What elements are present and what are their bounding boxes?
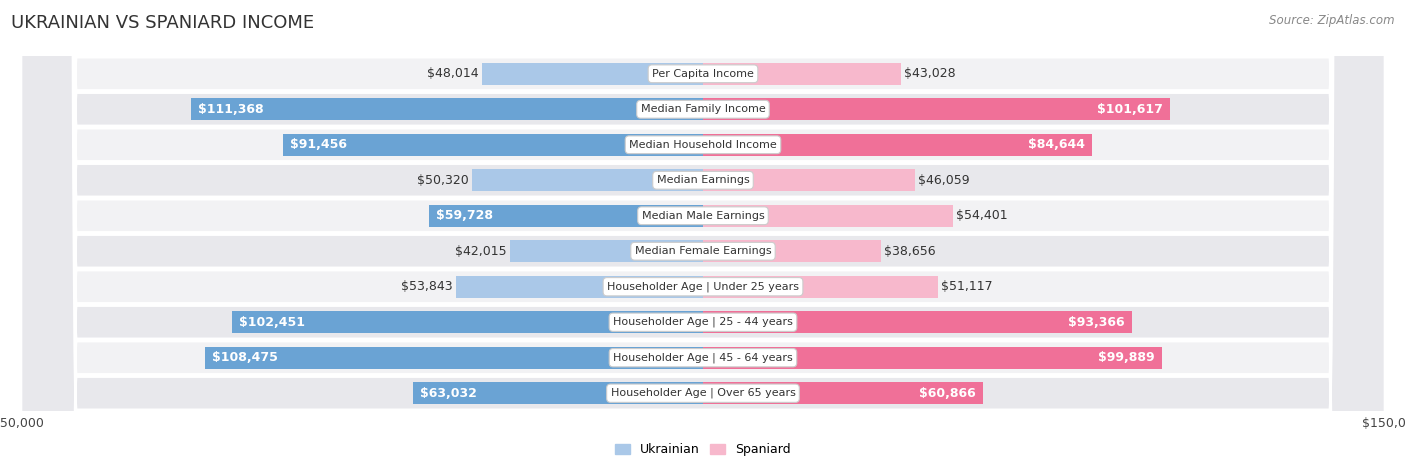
Text: $53,843: $53,843 — [401, 280, 453, 293]
FancyBboxPatch shape — [21, 0, 1385, 467]
Text: $38,656: $38,656 — [884, 245, 935, 258]
Text: Householder Age | Under 25 years: Householder Age | Under 25 years — [607, 282, 799, 292]
Text: $99,889: $99,889 — [1098, 351, 1154, 364]
Bar — [703, 347, 1161, 369]
Bar — [703, 134, 1092, 156]
Text: $50,320: $50,320 — [416, 174, 468, 187]
Text: $46,059: $46,059 — [918, 174, 970, 187]
Text: Source: ZipAtlas.com: Source: ZipAtlas.com — [1270, 14, 1395, 27]
FancyBboxPatch shape — [21, 0, 1385, 467]
FancyBboxPatch shape — [21, 0, 1385, 467]
Text: $60,866: $60,866 — [920, 387, 976, 400]
Bar — [472, 169, 703, 191]
Text: Per Capita Income: Per Capita Income — [652, 69, 754, 79]
Bar — [413, 382, 703, 404]
Text: $48,014: $48,014 — [427, 67, 479, 80]
Text: Median Male Earnings: Median Male Earnings — [641, 211, 765, 221]
Text: Median Female Earnings: Median Female Earnings — [634, 246, 772, 256]
FancyBboxPatch shape — [21, 0, 1385, 467]
FancyBboxPatch shape — [21, 0, 1385, 467]
Bar — [191, 98, 703, 120]
Text: $108,475: $108,475 — [212, 351, 277, 364]
Text: $63,032: $63,032 — [420, 387, 477, 400]
Bar — [429, 205, 703, 227]
Text: Median Family Income: Median Family Income — [641, 104, 765, 114]
FancyBboxPatch shape — [21, 0, 1385, 467]
Text: Median Household Income: Median Household Income — [628, 140, 778, 150]
Bar — [703, 63, 901, 85]
Bar — [703, 169, 914, 191]
Text: UKRAINIAN VS SPANIARD INCOME: UKRAINIAN VS SPANIARD INCOME — [11, 14, 315, 32]
Bar — [703, 382, 983, 404]
Text: Median Earnings: Median Earnings — [657, 175, 749, 185]
Text: $43,028: $43,028 — [904, 67, 956, 80]
Legend: Ukrainian, Spaniard: Ukrainian, Spaniard — [610, 439, 796, 461]
FancyBboxPatch shape — [21, 0, 1385, 467]
Text: Householder Age | 45 - 64 years: Householder Age | 45 - 64 years — [613, 353, 793, 363]
Bar — [703, 311, 1132, 333]
Text: $84,644: $84,644 — [1028, 138, 1085, 151]
Bar — [703, 98, 1170, 120]
Bar — [703, 240, 880, 262]
Text: $93,366: $93,366 — [1069, 316, 1125, 329]
Bar — [205, 347, 703, 369]
Text: $51,117: $51,117 — [941, 280, 993, 293]
FancyBboxPatch shape — [21, 0, 1385, 467]
Text: $101,617: $101,617 — [1097, 103, 1163, 116]
Text: $91,456: $91,456 — [290, 138, 347, 151]
Text: $111,368: $111,368 — [198, 103, 264, 116]
Text: $59,728: $59,728 — [436, 209, 492, 222]
Bar — [703, 276, 938, 298]
Text: $42,015: $42,015 — [456, 245, 506, 258]
FancyBboxPatch shape — [21, 0, 1385, 467]
FancyBboxPatch shape — [21, 0, 1385, 467]
Bar — [456, 276, 703, 298]
Bar — [482, 63, 703, 85]
Bar — [232, 311, 703, 333]
Text: Householder Age | 25 - 44 years: Householder Age | 25 - 44 years — [613, 317, 793, 327]
Text: Householder Age | Over 65 years: Householder Age | Over 65 years — [610, 388, 796, 398]
Bar — [283, 134, 703, 156]
Text: $102,451: $102,451 — [239, 316, 305, 329]
Bar — [510, 240, 703, 262]
Text: $54,401: $54,401 — [956, 209, 1008, 222]
Bar — [703, 205, 953, 227]
